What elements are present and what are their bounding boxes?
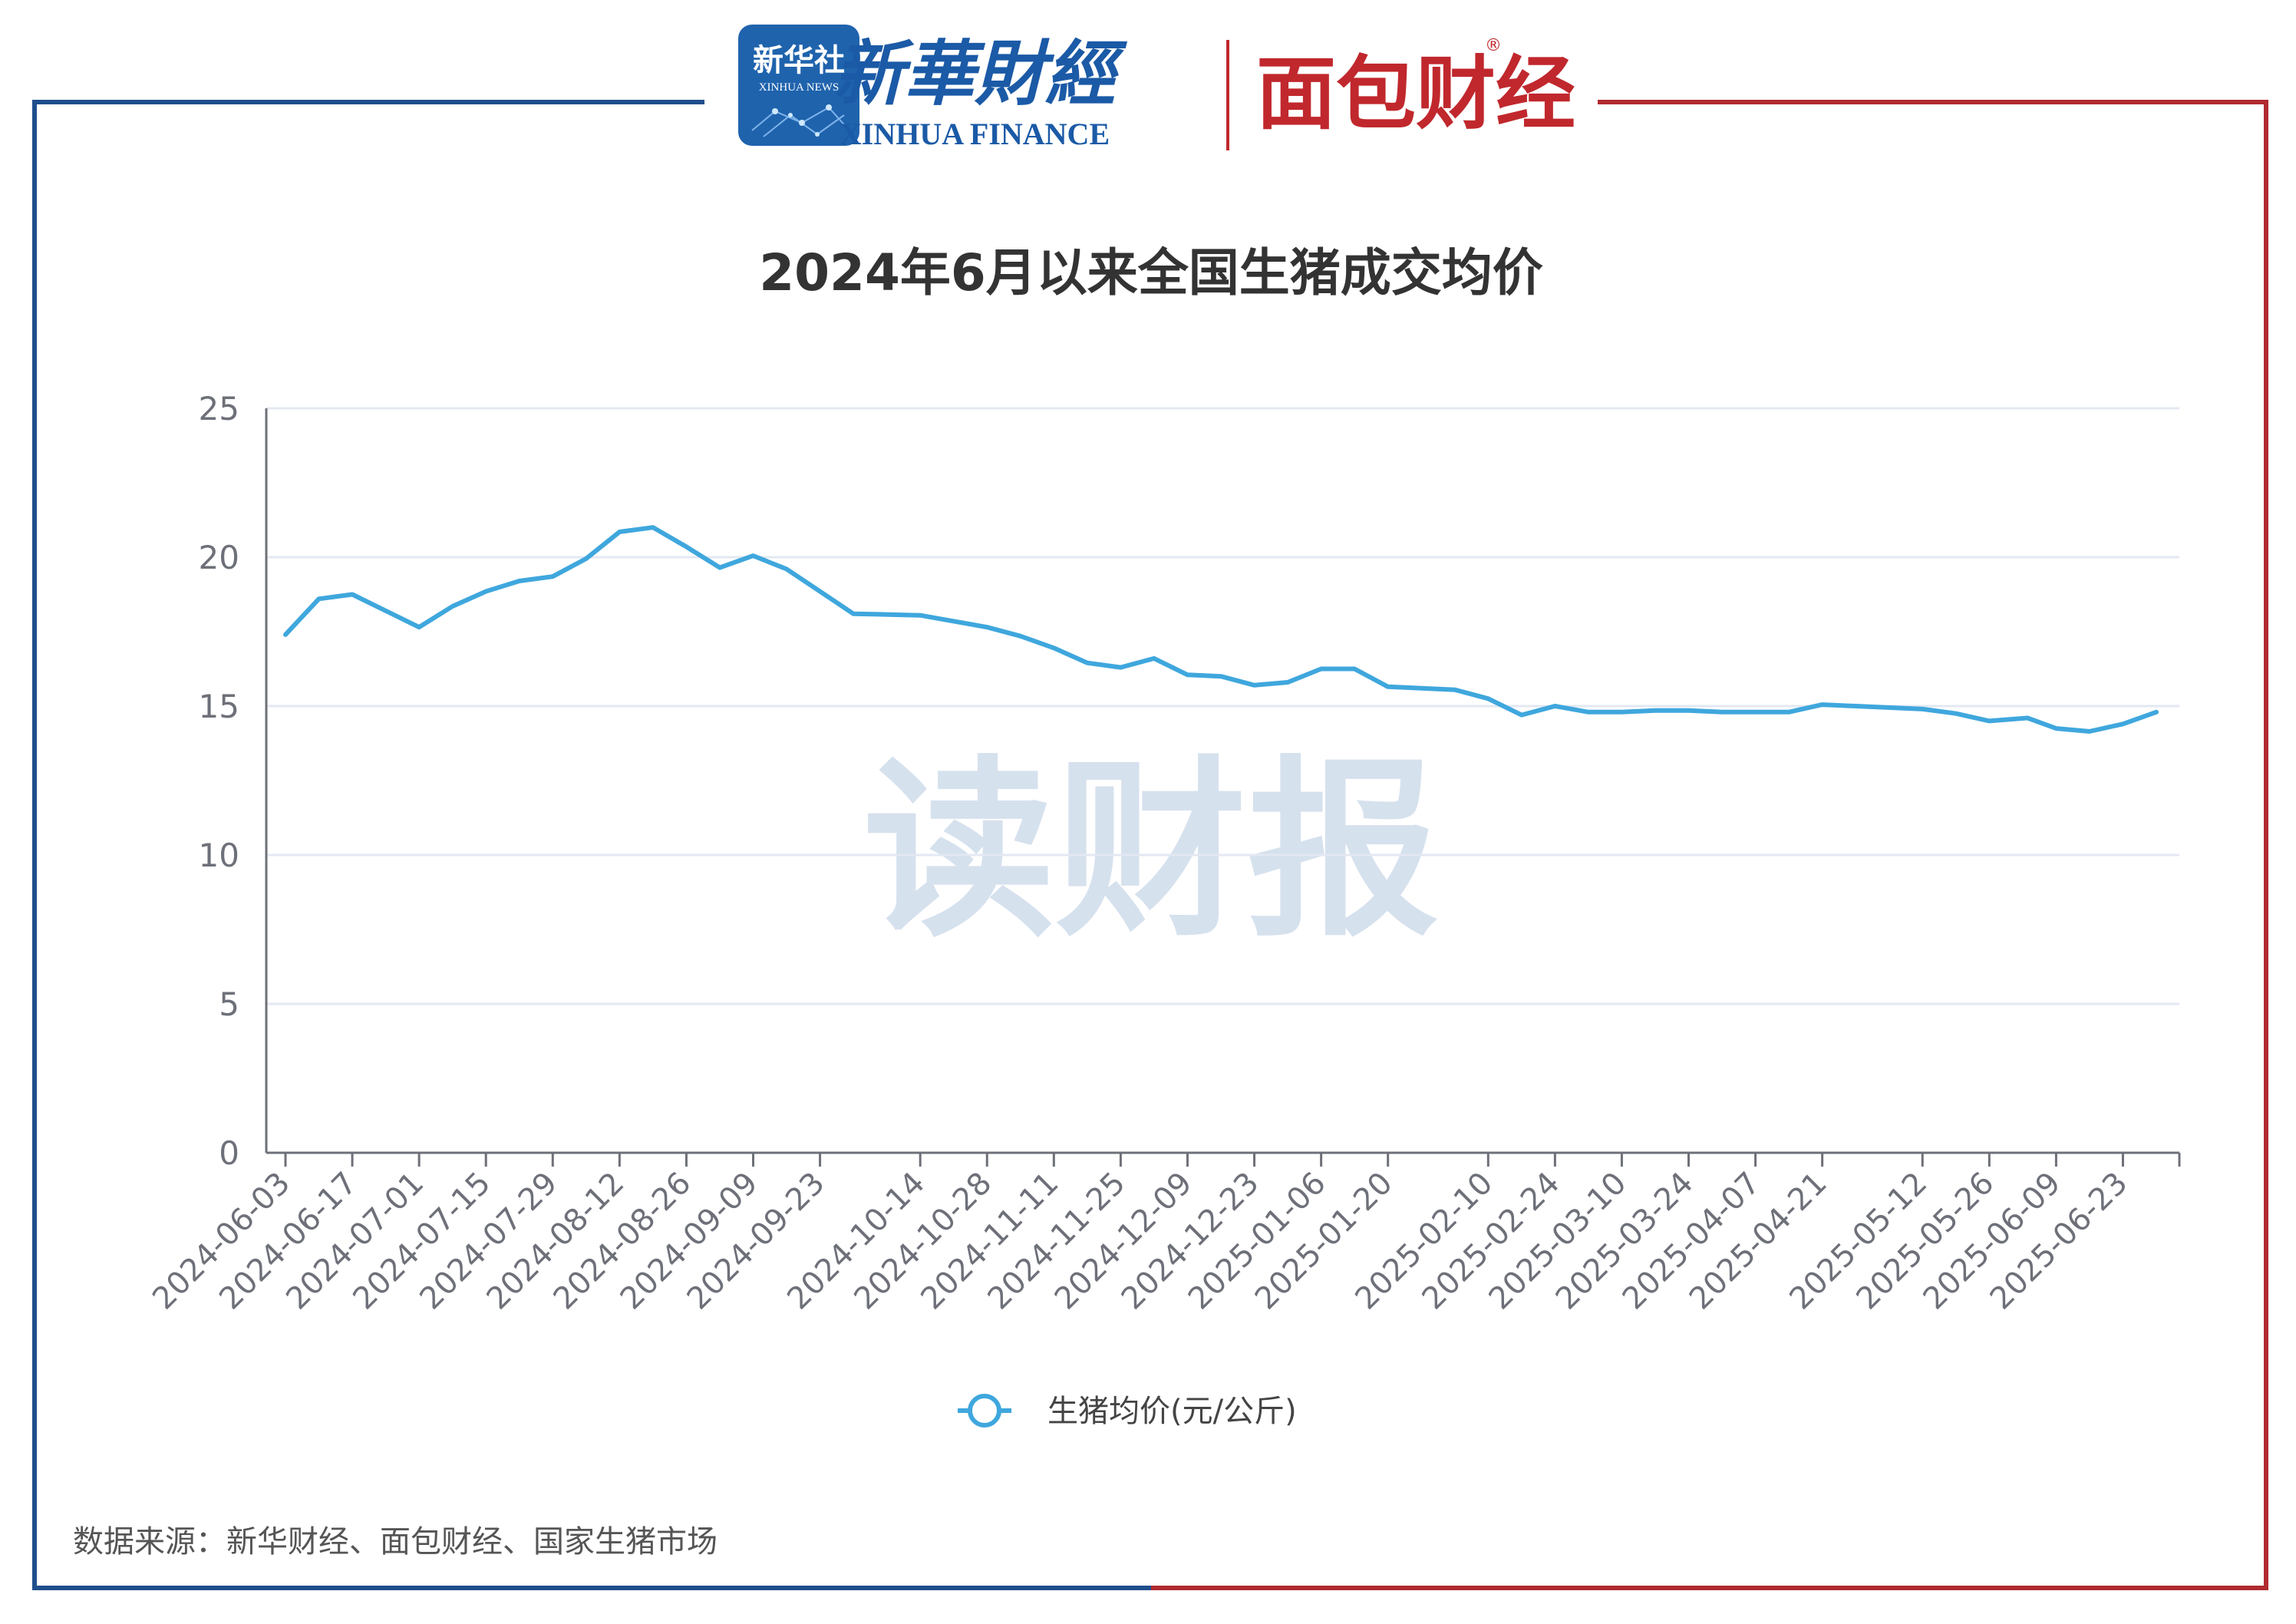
xinhua-finance-logo: 新華財經 XINHUA FINANCE: [833, 32, 1128, 151]
y-tick-label: 25: [199, 390, 239, 427]
xinhua-news-logo: 新华社 XINHUA NEWS: [738, 25, 859, 146]
xinhua-finance-cn: 新華財經: [833, 32, 1128, 115]
legend[interactable]: 生猪均价(元/公斤): [958, 1394, 1297, 1429]
xinhua-news-cn: 新华社: [753, 43, 845, 78]
y-tick-label: 0: [219, 1134, 239, 1172]
legend-marker: [968, 1394, 1001, 1428]
y-tick-label: 20: [199, 539, 239, 576]
mianbao-finance-logo: 面包财经 ®: [1256, 36, 1575, 140]
xinhua-finance-en: XINHUA FINANCE: [840, 117, 1110, 151]
registered-mark: ®: [1485, 36, 1502, 55]
y-axis: 0 5 10 15 20 25: [199, 390, 268, 1172]
header-logos: 新华社 XINHUA NEWS 新華財經 XINHUA FINANCE 面包财经…: [738, 25, 1575, 151]
xinhua-news-en: XINHUA NEWS: [759, 81, 840, 94]
frame: [32, 100, 2268, 1590]
legend-label: 生猪均价(元/公斤): [1047, 1394, 1297, 1429]
x-axis: 2024-06-032024-06-172024-07-012024-07-15…: [146, 1151, 2181, 1316]
y-tick-label: 5: [219, 985, 239, 1023]
watermark: 读财报: [863, 739, 1439, 962]
mianbao-finance-cn: 面包财经: [1256, 47, 1575, 140]
chart-title: 2024年6月以来全国生猪成交均价: [759, 243, 1543, 302]
y-tick-label: 10: [199, 837, 239, 874]
y-tick-label: 15: [199, 688, 239, 725]
series-layer: [283, 525, 2159, 734]
source-note: 数据来源：新华财经、面包财经、国家生猪市场: [73, 1524, 718, 1560]
series-line: [283, 525, 2159, 734]
